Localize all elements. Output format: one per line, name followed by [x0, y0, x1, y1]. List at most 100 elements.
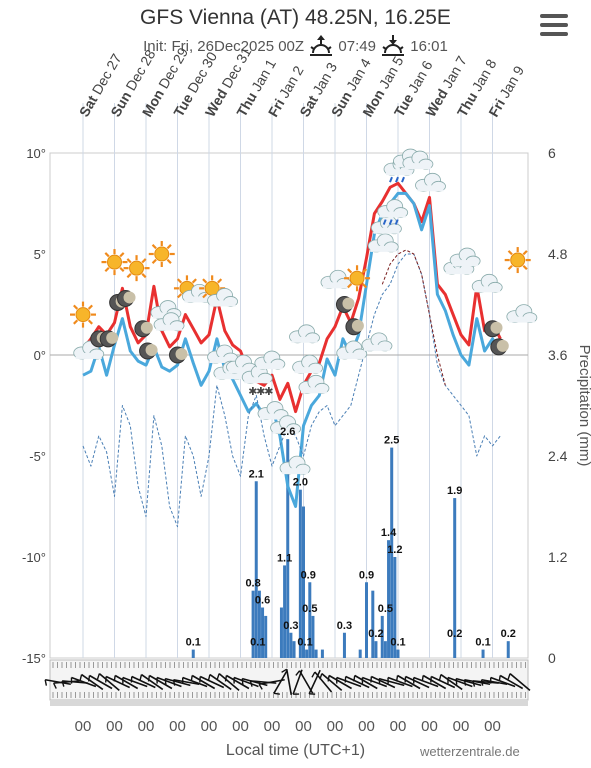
hamburger-menu-icon[interactable]	[540, 14, 568, 38]
wind-barb	[447, 676, 473, 688]
wind-barb	[139, 674, 143, 681]
cloud-icon	[270, 415, 302, 435]
init-text: Init: Fri, 26Dec2025 00Z	[143, 37, 305, 55]
cloud-icon	[506, 304, 538, 324]
wind-barb	[122, 676, 148, 688]
wind-barb	[509, 673, 531, 691]
sun-icon	[344, 265, 371, 292]
wind-barb	[209, 673, 232, 691]
wind-barb	[498, 675, 501, 682]
wind-barb	[353, 675, 356, 682]
precip-bar	[396, 649, 400, 658]
wind-barb	[395, 675, 399, 682]
wind-barb	[199, 675, 225, 689]
wind-barb	[141, 673, 164, 691]
precip-bar	[261, 607, 265, 658]
wind-barb	[61, 680, 65, 687]
y2-tick-label: 2.4	[548, 448, 568, 464]
y-tick-label: -5°	[29, 449, 46, 464]
cloud-icon	[153, 312, 185, 332]
precip-bar	[380, 615, 384, 658]
precip-bar	[365, 582, 368, 658]
wind-barb	[455, 677, 482, 687]
hour-label: 00	[106, 718, 123, 735]
x-axis-label: Local time (UTC+1)	[225, 742, 366, 759]
precip-label: 0.6	[255, 595, 270, 607]
wind-barb	[156, 676, 182, 688]
wind-barb	[79, 674, 83, 681]
precip-bar	[308, 582, 312, 658]
precip-label: 0.1	[297, 637, 312, 649]
precip-bar	[283, 565, 287, 658]
hour-label: 00	[484, 718, 501, 735]
precip-bar	[342, 632, 346, 658]
wind-barb	[113, 675, 116, 682]
wind-barb	[490, 676, 516, 688]
cloud-icon	[289, 324, 320, 344]
wind-barb	[96, 673, 101, 680]
precip-bar	[320, 649, 324, 658]
moon-icon	[139, 342, 158, 360]
precip-bar	[191, 649, 195, 658]
moon-icon	[134, 320, 153, 338]
precip-label: 0.2	[447, 628, 462, 640]
cloud-icon	[207, 288, 239, 307]
hour-label: 00	[358, 718, 375, 735]
y-tick-label: -10°	[22, 550, 46, 565]
y2-tick-label: 1.2	[548, 549, 568, 565]
wind-barb	[362, 676, 388, 688]
y2-axis-label: Precipitation (mm)	[576, 345, 591, 467]
rain-cloud-icon	[377, 199, 409, 225]
wind-barb	[224, 675, 228, 682]
wind-barb	[378, 677, 405, 687]
wind-barb	[172, 679, 176, 686]
cloud-icon	[415, 172, 446, 192]
wind-barb	[455, 678, 458, 685]
precip-label: 2.0	[293, 477, 308, 489]
moon-icon	[99, 330, 119, 348]
precip-bar	[264, 615, 268, 658]
precip-bar	[383, 641, 387, 658]
wind-barb	[440, 673, 463, 691]
wind-barb	[71, 676, 97, 688]
wind-barb	[285, 669, 293, 695]
wind-barb	[216, 673, 220, 680]
wind-barb	[173, 678, 200, 686]
precip-bar	[289, 632, 293, 658]
precip-bar	[387, 540, 391, 658]
wind-barb	[218, 673, 240, 691]
moon-icon	[117, 289, 136, 307]
wind-barb	[98, 673, 120, 691]
precip-label: 0.1	[390, 637, 405, 649]
wind-barb	[114, 674, 139, 690]
y2-tick-label: 3.6	[548, 347, 568, 363]
cloud-icon	[336, 340, 368, 360]
wind-barb	[481, 678, 508, 686]
wind-barb	[311, 671, 316, 678]
wind-barb	[52, 682, 57, 689]
cloud-icon	[298, 374, 330, 394]
hour-label: 00	[75, 718, 92, 735]
wind-barb	[81, 673, 104, 691]
precip-label: 0.9	[301, 569, 316, 581]
wind-barb	[147, 675, 151, 682]
precip-bar	[371, 590, 375, 658]
precip-label: 0.8	[245, 578, 260, 590]
hour-label: 00	[421, 718, 438, 735]
y2-tick-label: 0	[548, 650, 556, 666]
wind-barb	[131, 675, 156, 689]
wind-barb	[472, 680, 476, 687]
wind-barb	[164, 678, 167, 685]
cloud-icon	[449, 247, 481, 267]
sunset-icon	[382, 35, 405, 56]
wind-barb	[149, 674, 173, 690]
moon-icon	[169, 346, 188, 364]
sun-icon	[123, 255, 150, 282]
precip-label: 0.1	[250, 637, 265, 649]
precip-bar	[481, 649, 485, 658]
moon-icon	[345, 318, 364, 336]
sunrise-icon	[310, 35, 333, 56]
wind-barb	[413, 676, 439, 688]
moon-icon	[490, 338, 509, 356]
sun-icon	[70, 301, 96, 328]
